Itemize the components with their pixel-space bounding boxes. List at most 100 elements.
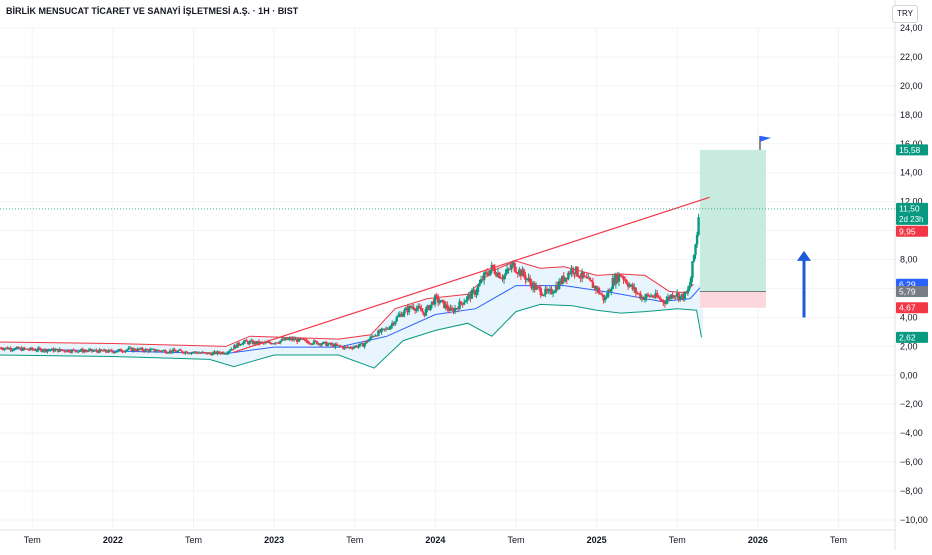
candle-body bbox=[387, 328, 391, 330]
candle-body bbox=[43, 348, 46, 351]
candle-body bbox=[141, 348, 144, 351]
candle-body bbox=[398, 313, 402, 316]
candle-body bbox=[573, 272, 576, 275]
currency-selector[interactable]: TRY bbox=[892, 5, 918, 23]
candle-body bbox=[343, 346, 346, 349]
candle-body bbox=[522, 269, 526, 276]
candle-body bbox=[187, 353, 190, 355]
price-label-text: 2,62 bbox=[899, 332, 916, 342]
candle-body bbox=[305, 339, 308, 342]
candle-body bbox=[176, 350, 179, 353]
candle-body bbox=[254, 341, 258, 344]
candle-body bbox=[513, 262, 516, 272]
candle-body bbox=[539, 288, 542, 295]
y-tick-label: 2,00 bbox=[900, 341, 918, 351]
candle-body bbox=[158, 350, 161, 352]
candle-body bbox=[148, 349, 152, 352]
candle-body bbox=[406, 307, 409, 313]
candle-body bbox=[602, 294, 605, 301]
candle-body bbox=[32, 349, 35, 351]
price-label-text: 11,50 bbox=[899, 203, 920, 213]
candle-body bbox=[654, 293, 657, 298]
candle-body bbox=[663, 302, 667, 304]
candle-body bbox=[636, 292, 639, 294]
price-label-text: 4,67 bbox=[899, 303, 916, 313]
candle-body bbox=[315, 341, 319, 345]
candle-body bbox=[292, 338, 296, 341]
candle-body bbox=[441, 300, 444, 302]
candle-body bbox=[597, 287, 601, 294]
candle-body bbox=[662, 299, 665, 303]
candle-body bbox=[190, 352, 193, 354]
candle-body bbox=[167, 352, 170, 354]
candle-body bbox=[360, 343, 363, 345]
price-label-text: 6,29 bbox=[899, 279, 916, 289]
candle-body bbox=[659, 297, 662, 300]
candle-body bbox=[239, 344, 242, 346]
candle-body bbox=[679, 296, 682, 300]
candle-body bbox=[594, 285, 598, 290]
candle-body bbox=[427, 305, 431, 310]
price-label-text: 5,79 bbox=[899, 287, 916, 297]
candle-body bbox=[102, 349, 106, 352]
candle-body bbox=[564, 277, 567, 282]
candle-body bbox=[559, 280, 562, 284]
candle-body bbox=[351, 347, 354, 349]
candle-body bbox=[245, 340, 248, 342]
candle-body bbox=[665, 300, 668, 304]
candle-body bbox=[643, 297, 647, 300]
candle-body bbox=[671, 294, 674, 298]
candle-body bbox=[502, 275, 506, 280]
price-label-target bbox=[896, 144, 928, 156]
candle-body bbox=[551, 292, 555, 294]
y-tick-label: −10,00 bbox=[900, 515, 928, 525]
price-label-stop bbox=[896, 302, 928, 314]
candle-body bbox=[133, 348, 137, 351]
candle-body bbox=[584, 276, 587, 278]
candle-body bbox=[570, 268, 573, 274]
candle-body bbox=[352, 346, 356, 349]
candle-body bbox=[531, 283, 535, 289]
candle-body bbox=[377, 330, 380, 336]
price-label-text: 15,58 bbox=[899, 145, 921, 155]
candle-body bbox=[435, 295, 438, 297]
candle-body bbox=[248, 341, 251, 345]
candle-body bbox=[265, 342, 268, 344]
candle-body bbox=[197, 352, 201, 354]
candle-body bbox=[30, 347, 34, 350]
x-tick-label: Tem bbox=[346, 535, 363, 545]
candle-body bbox=[300, 338, 304, 340]
candle-body bbox=[541, 294, 544, 296]
candle-body bbox=[524, 275, 527, 280]
candle-body bbox=[470, 290, 474, 299]
candle-body bbox=[384, 328, 388, 330]
y-tick-label: −8,00 bbox=[900, 486, 923, 496]
candle-body bbox=[429, 304, 432, 310]
candle-body bbox=[608, 290, 611, 292]
x-tick-label: Tem bbox=[830, 535, 847, 545]
candle-body bbox=[185, 351, 189, 354]
x-tick-label: 2026 bbox=[748, 535, 768, 545]
candle-body bbox=[521, 269, 524, 277]
candle-body bbox=[458, 301, 461, 310]
candle-body bbox=[668, 296, 671, 299]
candle-body bbox=[567, 272, 570, 280]
candle-body bbox=[452, 309, 455, 313]
candle-body bbox=[466, 296, 469, 301]
candle-body bbox=[423, 312, 426, 316]
candle-body bbox=[282, 339, 285, 341]
candle-body bbox=[505, 268, 509, 274]
x-tick-label: Tem bbox=[185, 535, 202, 545]
candle-body bbox=[587, 277, 590, 279]
candle-body bbox=[346, 346, 349, 348]
candle-body bbox=[204, 352, 207, 354]
candle-body bbox=[23, 347, 26, 349]
candle-body bbox=[669, 294, 673, 299]
candle-body bbox=[227, 351, 230, 354]
candle-body bbox=[27, 349, 31, 351]
candle-body bbox=[41, 350, 45, 352]
candle-body bbox=[96, 351, 100, 353]
candle-body bbox=[403, 309, 406, 315]
